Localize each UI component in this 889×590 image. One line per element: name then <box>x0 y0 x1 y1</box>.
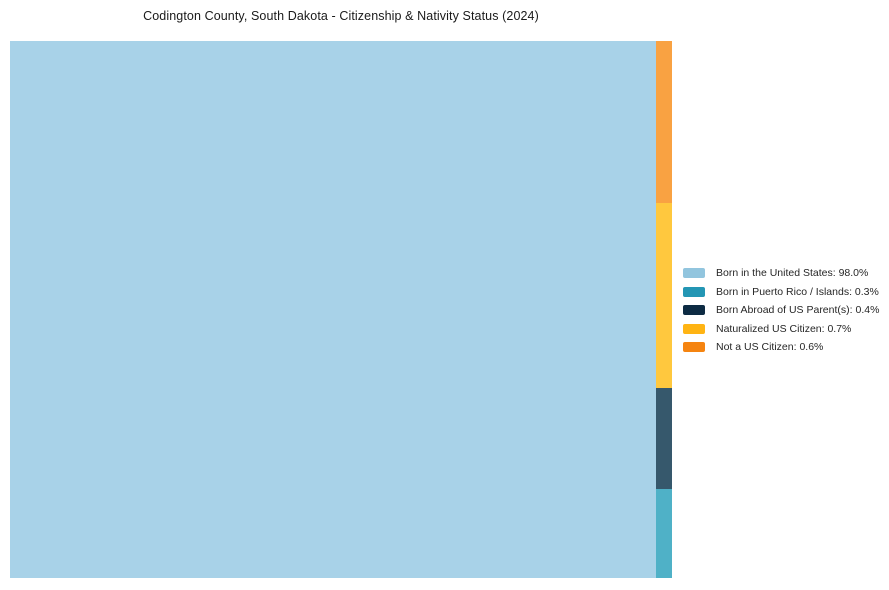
legend: Born in the United States: 98.0% Born in… <box>683 264 879 357</box>
legend-label-born-puerto-rico: Born in Puerto Rico / Islands: 0.3% <box>716 285 879 298</box>
treemap-tile-born-puerto-rico-islands[interactable] <box>656 489 672 578</box>
legend-swatch-born-puerto-rico <box>683 286 705 297</box>
legend-item-born-puerto-rico: Born in Puerto Rico / Islands: 0.3% <box>683 283 879 302</box>
legend-label-born-in-us: Born in the United States: 98.0% <box>716 267 869 280</box>
chart-title: Codington County, South Dakota - Citizen… <box>143 9 539 23</box>
treemap-tile-born-in-us[interactable] <box>10 41 656 578</box>
legend-label-naturalized: Naturalized US Citizen: 0.7% <box>716 322 852 335</box>
treemap-tile-born-abroad-us-parents[interactable] <box>656 388 672 489</box>
legend-item-born-in-us: Born in the United States: 98.0% <box>683 264 879 283</box>
legend-item-naturalized: Naturalized US Citizen: 0.7% <box>683 320 879 339</box>
treemap-plot-area <box>10 41 672 578</box>
treemap-tile-not-a-us-citizen[interactable] <box>656 41 672 203</box>
legend-item-not-citizen: Not a US Citizen: 0.6% <box>683 338 879 357</box>
legend-label-born-abroad: Born Abroad of US Parent(s): 0.4% <box>716 304 880 317</box>
legend-label-not-citizen: Not a US Citizen: 0.6% <box>716 341 824 354</box>
legend-swatch-born-abroad <box>683 305 705 316</box>
legend-swatch-born-in-us <box>683 268 705 279</box>
legend-swatch-not-citizen <box>683 342 705 353</box>
legend-item-born-abroad: Born Abroad of US Parent(s): 0.4% <box>683 301 879 320</box>
treemap-tile-naturalized-us-citizen[interactable] <box>656 203 672 388</box>
legend-swatch-naturalized <box>683 323 705 334</box>
